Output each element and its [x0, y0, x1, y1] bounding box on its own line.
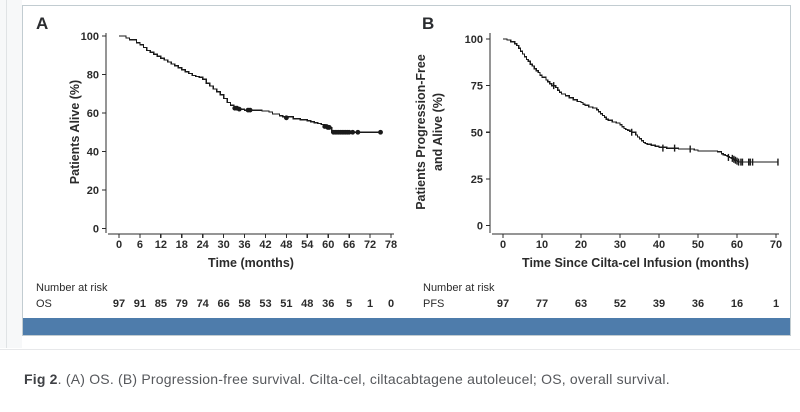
panel-a-risk-count: 1	[367, 298, 373, 310]
panel-a-censor-dot	[355, 129, 361, 135]
panel-b-x-axis-title: Time Since Cilta-cel Infusion (months)	[522, 256, 749, 270]
kaplan-meier-charts: 0204060801000976911285187924743066365842…	[36, 31, 782, 310]
panel-b-x-tick-label: 40	[653, 239, 665, 251]
panel-a-x-tick-label: 54	[301, 239, 314, 251]
panel-a-censor-dot	[350, 129, 356, 135]
panel-a-x-tick-label: 30	[217, 239, 229, 251]
figure-caption-number: Fig 2	[24, 371, 58, 387]
panel-a-risk-count: 79	[176, 298, 188, 310]
panel-b-x-tick-label: 0	[500, 239, 506, 251]
panel-b-x-tick-label: 30	[614, 239, 626, 251]
panel-a-risk-count: 36	[322, 298, 334, 310]
panel-b-y-tick-label: 75	[471, 81, 483, 93]
panel-a-y-tick-label: 60	[87, 108, 99, 120]
panel-b-x-tick-label: 50	[692, 239, 704, 251]
panel-b-risk-row-label: PFS	[423, 298, 444, 310]
panel-b-risk-count: 16	[731, 298, 743, 310]
panel-b-y-tick-label: 25	[471, 174, 483, 186]
panel-a-risk-count: 97	[113, 298, 125, 310]
panel-a-risk-count: 74	[197, 298, 210, 310]
panel-a-risk-count: 66	[217, 298, 229, 310]
panel-b-x-tick-label: 60	[731, 239, 743, 251]
panel-a-risk-count: 91	[134, 298, 146, 310]
panel-b-x-tick-label: 70	[770, 239, 782, 251]
panel-a-y-tick-label: 20	[87, 185, 99, 197]
panel-a-survival-curve	[119, 35, 383, 133]
panel-a-x-tick-label: 48	[280, 239, 292, 251]
panel-a-x-tick-label: 66	[343, 239, 355, 251]
panel-a-censor-dot	[236, 106, 242, 112]
panel-b-risk-count: 39	[653, 298, 665, 310]
panel-a-risk-count: 48	[301, 298, 313, 310]
panel-a-x-tick-label: 42	[259, 239, 271, 251]
panel-a-y-tick-label: 80	[87, 70, 99, 82]
panel-a-risk-count: 58	[238, 298, 250, 310]
panel-b-risk-count: 77	[536, 298, 548, 310]
panel-a-censor-dot	[346, 129, 352, 135]
panel-a-censor-dot	[247, 107, 253, 113]
panel-a-risk-count: 53	[259, 298, 271, 310]
panel-a-risk-count: 0	[388, 298, 394, 310]
panel-a-censor-dot	[283, 115, 289, 121]
panel-a-y-axis-title: Patients Alive (%)	[68, 80, 82, 184]
figure-accent-bar	[23, 318, 790, 335]
panel-a-x-tick-label: 12	[155, 239, 167, 251]
left-gutter	[0, 0, 22, 348]
panel-a-y-tick-label: 100	[81, 31, 99, 43]
panel-a-x-tick-label: 78	[385, 239, 397, 251]
panel-a-x-tick-label: 0	[116, 239, 122, 251]
page-divider	[0, 349, 800, 350]
panel-b-survival-curve	[503, 38, 778, 163]
panel-a-censor-dot	[378, 129, 383, 135]
panel-a-x-tick-label: 24	[197, 239, 210, 251]
panel-b-x-tick-label: 20	[575, 239, 587, 251]
panel-b-y-tick-label: 100	[465, 34, 483, 46]
panel-b-risk-count: 1	[773, 298, 779, 310]
panel-a-risk-count: 5	[346, 298, 352, 310]
panel-a-x-tick-label: 18	[176, 239, 188, 251]
panel-a-censor-dot	[326, 125, 332, 130]
panel-a-y-tick-label: 0	[93, 224, 99, 236]
panel-b-risk-count: 63	[575, 298, 587, 310]
panel-a-label: A	[36, 14, 49, 33]
panel-a-x-tick-label: 6	[137, 239, 143, 251]
panel-a-risk-count: 85	[155, 298, 167, 310]
panel-a-y-tick-label: 40	[87, 147, 99, 159]
panel-b-risk-header: Number at risk	[423, 282, 495, 294]
panel-b-y-axis-title: Patients Progression-Free	[414, 54, 428, 210]
figure-caption-text: . (A) OS. (B) Progression-free survival.…	[57, 371, 670, 387]
panel-a-risk-count: 51	[280, 298, 292, 310]
figure-panel: A B 0 20 40 60 80 100 0 97 6 91 12 85 18 79 24 74 30 66 36…	[22, 5, 791, 336]
left-gutter-line	[6, 0, 7, 348]
panel-b-risk-count: 52	[614, 298, 626, 310]
panel-b-y-axis-title: and Alive (%)	[431, 93, 445, 171]
panel-b-y-tick-label: 50	[471, 127, 483, 139]
panel-a-risk-row-label: OS	[36, 298, 52, 310]
panel-a-x-axis-title: Time (months)	[208, 256, 294, 270]
panel-b-risk-count: 36	[692, 298, 704, 310]
panel-b-y-tick-label: 0	[477, 221, 483, 233]
panel-b-x-tick-label: 10	[536, 239, 548, 251]
panel-a-x-tick-label: 36	[238, 239, 250, 251]
panel-b-risk-count: 97	[497, 298, 509, 310]
panel-a-x-tick-label: 60	[322, 239, 334, 251]
figure-caption: Fig 2. (A) OS. (B) Progression-free surv…	[24, 369, 784, 389]
panel-a-risk-header: Number at risk	[36, 282, 108, 294]
panel-a-x-tick-label: 72	[364, 239, 376, 251]
panel-b-label: B	[422, 14, 435, 33]
